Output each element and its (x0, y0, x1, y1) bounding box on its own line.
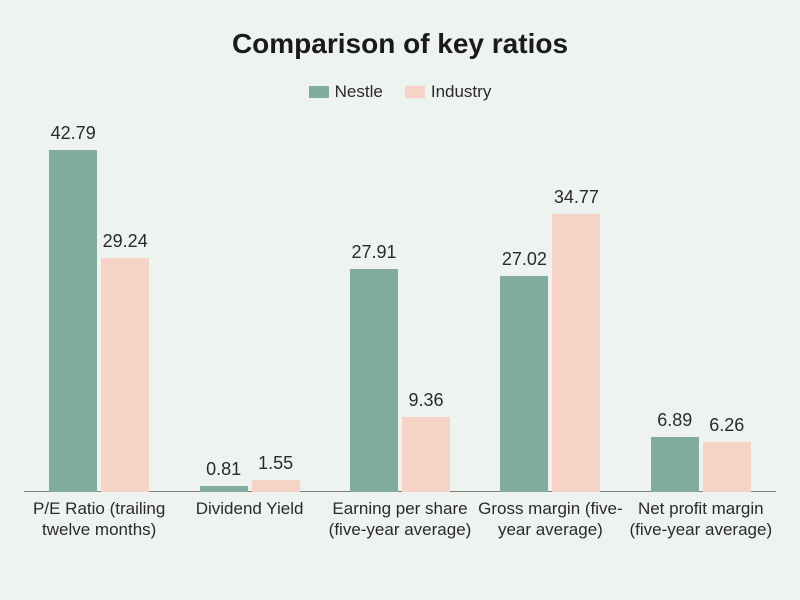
bar-group: 27.02 34.77 (475, 132, 625, 492)
legend-label: Nestle (335, 82, 383, 102)
bar-group: 6.89 6.26 (626, 132, 776, 492)
bar-value-label: 1.55 (258, 453, 293, 474)
category-label: Gross margin (five-year average) (475, 498, 625, 588)
bar-value-label: 6.26 (709, 415, 744, 436)
bar-value-label: 9.36 (408, 390, 443, 411)
bar (500, 276, 548, 492)
bar-group: 27.91 9.36 (325, 132, 475, 492)
legend: Nestle Industry (0, 82, 800, 102)
bar (651, 437, 699, 492)
legend-item: Industry (405, 82, 491, 102)
category-label: Dividend Yield (175, 498, 325, 588)
bar-value-label: 27.02 (502, 249, 547, 270)
legend-swatch-icon (309, 86, 329, 98)
key-ratios-chart: Comparison of key ratios Nestle Industry 42… (0, 0, 800, 600)
bar-value-label: 34.77 (554, 187, 599, 208)
bar (200, 486, 248, 492)
bar (252, 480, 300, 492)
bar (402, 417, 450, 492)
category-label: P/E Ratio (trailing twelve months) (24, 498, 174, 588)
bar (703, 442, 751, 492)
category-label: Net profit margin (five-year average) (626, 498, 776, 588)
bar (49, 150, 97, 492)
bar-value-label: 42.79 (51, 123, 96, 144)
bar-value-label: 6.89 (657, 410, 692, 431)
legend-label: Industry (431, 82, 491, 102)
bar-group: 42.7929.24 (24, 132, 174, 492)
bar-group: 0.81 1.55 (175, 132, 325, 492)
chart-title: Comparison of key ratios (0, 28, 800, 60)
bar (552, 214, 600, 492)
bar-value-label: 29.24 (103, 231, 148, 252)
plot-area: 42.7929.24 0.81 1.55 27.91 9.36 27.02 34.77 6.8… (24, 132, 776, 492)
bar-value-label: 0.81 (206, 459, 241, 480)
legend-swatch-icon (405, 86, 425, 98)
legend-item: Nestle (309, 82, 383, 102)
bar (350, 269, 398, 492)
bar (101, 258, 149, 492)
category-label: Earning per share (five-year average) (325, 498, 475, 588)
bar-value-label: 27.91 (351, 242, 396, 263)
